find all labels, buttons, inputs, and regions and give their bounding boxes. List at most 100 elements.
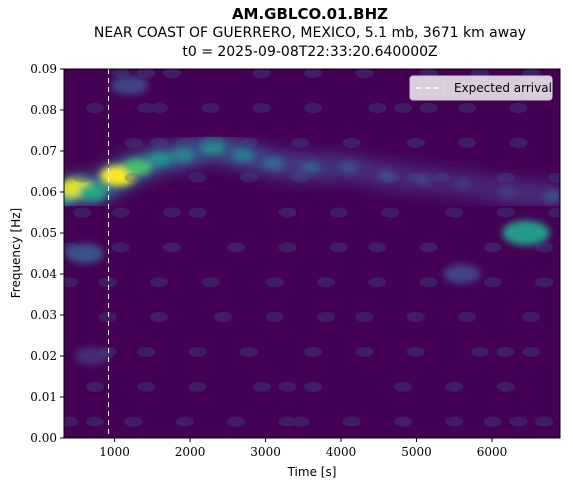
energy-point [262, 157, 284, 170]
texture-blob [150, 102, 169, 113]
y-tick-label: 0.07 [30, 144, 57, 158]
texture-blob [64, 242, 79, 253]
texture-blob [381, 207, 400, 218]
plot-frame [63, 68, 561, 439]
texture-blob [188, 207, 207, 218]
texture-blob [111, 242, 130, 253]
texture-blob [393, 102, 412, 113]
texture-blob [304, 102, 323, 113]
y-tick-label: 0.09 [30, 62, 57, 76]
texture-blob [470, 346, 489, 357]
energy-point [377, 170, 396, 181]
texture-blob [445, 381, 464, 392]
texture-blob [535, 277, 554, 288]
texture-blob [509, 137, 528, 148]
texture-blob [329, 242, 348, 253]
chart-t0: t0 = 2025-09-08T22:33:20.640000Z [182, 44, 438, 60]
energy-point [78, 184, 106, 200]
texture-blob [98, 312, 117, 323]
texture-blob [547, 172, 560, 183]
texture-blob [368, 277, 387, 288]
texture-blob [278, 416, 297, 427]
texture-blob [393, 416, 412, 427]
texture-blob [496, 381, 515, 392]
texture-blob [162, 207, 181, 218]
texture-blob [188, 381, 207, 392]
y-tick-label: 0.01 [30, 390, 57, 404]
texture-blob [304, 69, 323, 79]
texture-blob [406, 312, 425, 323]
texture-blob [188, 346, 207, 357]
texture-blob [496, 346, 515, 357]
energy-point [171, 148, 194, 162]
texture-blob [509, 102, 528, 113]
chart-title: AM.GBLCO.01.BHZ [231, 5, 389, 23]
texture-blob [64, 277, 79, 288]
x-tick-label: 2000 [175, 445, 206, 459]
texture-blob [304, 381, 323, 392]
texture-blob [419, 242, 438, 253]
texture-blob [227, 242, 246, 253]
secondary-energy [64, 243, 104, 264]
texture-blob [432, 172, 451, 183]
texture-blob [291, 137, 310, 148]
y-tick-label: 0.05 [30, 226, 57, 240]
texture-blob [483, 242, 502, 253]
texture-blob [316, 277, 335, 288]
texture-blob [111, 69, 130, 79]
texture-blob [381, 172, 400, 183]
texture-blob [509, 416, 528, 427]
texture-blob [175, 137, 194, 148]
secondary-energy [110, 75, 149, 95]
texture-blob [64, 416, 79, 427]
texture-blob [547, 207, 560, 218]
texture-blob [252, 69, 271, 79]
energy-point [301, 161, 321, 174]
texture-blob [278, 207, 297, 218]
energy-point [339, 161, 358, 173]
texture-blob [355, 312, 374, 323]
x-tick-label: 6000 [477, 445, 508, 459]
texture-blob [124, 172, 143, 183]
texture-blob [85, 381, 104, 392]
texture-blob [496, 172, 515, 183]
energy-point [543, 190, 560, 202]
texture-blob [239, 137, 258, 148]
texture-blob [137, 69, 156, 79]
texture-blob [98, 346, 117, 357]
texture-blob [342, 416, 361, 427]
texture-blob [201, 277, 220, 288]
texture-blob [278, 381, 297, 392]
texture-blob [252, 102, 271, 113]
texture-blob [458, 137, 477, 148]
texture-blob [458, 312, 477, 323]
texture-blob [124, 137, 143, 148]
texture-blob [445, 416, 464, 427]
texture-blob [304, 346, 323, 357]
texture-blob [162, 242, 181, 253]
y-tick-label: 0.02 [30, 349, 57, 363]
texture-blob [265, 312, 284, 323]
texture-blob [201, 137, 220, 148]
texture-blob [522, 346, 541, 357]
texture-blob [458, 102, 477, 113]
secondary-energy [502, 220, 550, 246]
texture-blob [368, 242, 387, 253]
texture-blob [291, 416, 310, 427]
x-tick-label: 5000 [401, 445, 432, 459]
texture-blob [535, 416, 554, 427]
texture-blob [85, 416, 104, 427]
texture-blob [227, 416, 246, 427]
texture-blob [239, 346, 258, 357]
texture-blob [496, 207, 515, 218]
x-tick-label: 3000 [250, 445, 281, 459]
title-block: AM.GBLCO.01.BHZ NEAR COAST OF GUERRERO, … [0, 4, 573, 62]
y-tick-label: 0.06 [30, 185, 57, 199]
texture-blob [406, 137, 425, 148]
chart-subtitle: NEAR COAST OF GUERRERO, MEXICO, 5.1 mb, … [93, 25, 527, 41]
heatmap-area [64, 69, 560, 438]
axes: 1000 2000 3000 4000 5000 6000 0.00 0.01 0.02 0.03… [30, 62, 507, 459]
texture-blob [111, 207, 130, 218]
texture-blob [239, 172, 258, 183]
